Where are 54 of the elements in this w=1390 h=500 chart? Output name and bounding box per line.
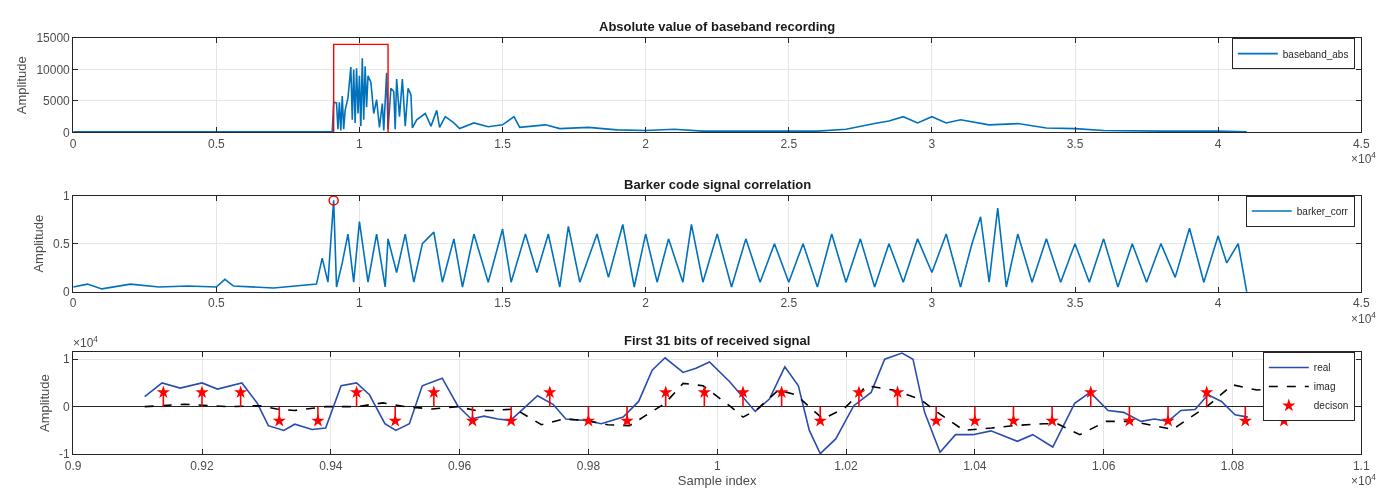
x-tick-label: 3.5 (1066, 136, 1084, 151)
y-tick-label: 0.5 (53, 236, 71, 251)
chart-title: Absolute value of baseband recording (599, 19, 836, 34)
y-tick-label: 0 (63, 399, 71, 414)
legend-label: baseband_abs (1282, 48, 1349, 60)
x-tick-label: 0.96 (447, 458, 472, 473)
y-tick-label: 1 (63, 352, 71, 367)
y-axis-title: Amplitude (14, 56, 30, 115)
x-tick-label: 1.5 (494, 296, 512, 311)
x-tick-label: 3.5 (1066, 296, 1084, 311)
x-tick-label: 3 (928, 296, 936, 311)
line-series (73, 57, 1248, 133)
x-tick-label: 4.5 (1352, 136, 1370, 151)
x-tick-label: 1 (356, 296, 364, 311)
x-tick-label: 4 (1214, 136, 1222, 151)
x-tick-label: 1 (356, 136, 364, 151)
y-tick-label: 15000 (36, 31, 71, 46)
x-tick-label: 1 (713, 458, 721, 473)
y-tick-label: 1 (63, 188, 71, 203)
x-axis-title: Sample index (677, 472, 758, 488)
x-tick-label: 2 (642, 136, 650, 151)
y-axis-title: Amplitude (37, 374, 53, 432)
x-tick-label: 2.5 (780, 296, 798, 311)
x-tick-label: 2.5 (780, 136, 798, 151)
x-tick-label: 4 (1214, 296, 1222, 311)
y-tick-label: 5000 (43, 94, 71, 109)
chart-title: First 31 bits of received signal (624, 333, 811, 348)
x-tick-label: 3 (928, 136, 936, 151)
x-tick-label: 4.5 (1352, 296, 1370, 311)
x-tick-label: 1.5 (494, 136, 512, 151)
x-tick-label: 1.1 (1352, 458, 1370, 473)
y-tick-label: 0 (63, 125, 71, 140)
x-tick-label: 1.08 (1220, 458, 1245, 473)
text: ×10$^{4}$ (1351, 472, 1377, 489)
legend-label: decison (1313, 400, 1349, 412)
y-tick-label: 0 (63, 285, 71, 299)
legend-label: barker_corr (1296, 205, 1349, 217)
y-tick-label: 10000 (36, 62, 71, 77)
x-tick-label: 0.5 (207, 136, 225, 151)
chart-title: Barker code signal correlation (624, 177, 812, 192)
y-axis-title: Amplitude (31, 214, 47, 273)
x-tick-label: 1.02 (834, 458, 859, 473)
legend-label: real (1313, 362, 1331, 374)
legend-label: imag (1313, 381, 1336, 393)
text: ×10$^{4}$ (73, 334, 99, 351)
x-tick-label: 0.94 (319, 458, 343, 473)
x-tick-label: 0.92 (190, 458, 214, 473)
text: ×10$^{4}$ (1351, 150, 1377, 167)
x-tick-label: 1.04 (963, 458, 987, 473)
x-tick-label: 0.5 (207, 296, 225, 311)
x-tick-label: 2 (642, 296, 650, 311)
text: ×10$^{4}$ (1351, 310, 1377, 327)
x-tick-label: 1.06 (1091, 458, 1116, 473)
x-tick-label: 0.98 (576, 458, 601, 473)
